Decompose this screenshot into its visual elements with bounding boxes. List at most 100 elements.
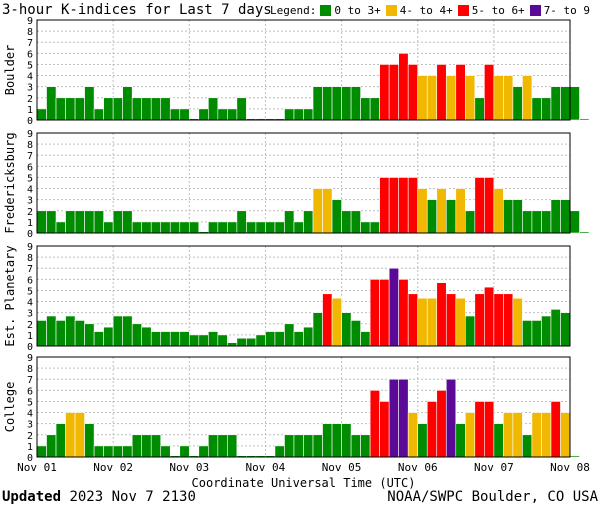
k-bar (474, 97, 485, 121)
k-bar (122, 210, 133, 234)
k-bar (550, 309, 561, 347)
k-bar (293, 434, 304, 458)
k-bar (208, 434, 219, 458)
k-bar (493, 293, 504, 347)
k-bar (331, 297, 342, 347)
credit-text: NOAA/SWPC Boulder, CO USA (387, 489, 598, 505)
updated-value: 2023 Nov 7 2130 (69, 489, 196, 505)
legend-item-quiet: 0 to 3+ (320, 4, 381, 17)
k-bar (417, 297, 428, 347)
k-bar (369, 279, 380, 347)
k-bar (103, 326, 114, 347)
k-bar (160, 97, 171, 121)
k-bar (188, 221, 200, 234)
k-bar (46, 210, 57, 234)
k-bar (217, 434, 228, 458)
k-bar (312, 312, 323, 347)
panel-label: Fredericksburg (3, 132, 17, 233)
k-bar (531, 412, 542, 458)
k-bar (426, 401, 438, 458)
k-bar (379, 279, 390, 347)
k-bar (46, 315, 57, 347)
k-bar (550, 401, 561, 458)
k-bar (341, 210, 352, 234)
k-bar (65, 412, 76, 458)
legend-item-active: 4- to 4+ (385, 4, 453, 17)
k-bar (398, 53, 409, 121)
k-bar (150, 97, 162, 121)
k-bar (369, 221, 380, 234)
y-tick-label: 5 (27, 397, 33, 408)
y-tick-label: 4 (27, 298, 33, 309)
k-bar (274, 445, 285, 458)
k-bar (55, 221, 66, 234)
y-tick-label: 1 (27, 218, 33, 229)
k-bar (465, 75, 476, 121)
k-bar (455, 64, 466, 121)
k-bar (360, 221, 371, 234)
k-bar (265, 331, 276, 347)
k-bar (84, 210, 95, 234)
k-bar (198, 445, 209, 458)
k-bar (217, 221, 228, 234)
legend-item-severe: 7- to 9 (529, 4, 590, 17)
y-tick-label: 3 (27, 196, 33, 207)
k-bar (350, 210, 361, 234)
k-bar (522, 75, 533, 121)
k-bar (579, 118, 590, 121)
k-bar (74, 97, 85, 121)
k-bar (503, 293, 514, 347)
k-bar (417, 188, 428, 234)
k-bar (255, 221, 266, 234)
k-bar (122, 445, 133, 458)
k-bar (560, 199, 571, 234)
k-bar (512, 86, 523, 121)
k-bar (445, 293, 457, 347)
y-tick-label: 9 (27, 353, 33, 364)
k-bar (122, 86, 133, 121)
x-tick-label: Nov 03 (169, 461, 209, 474)
k-bar (503, 75, 514, 121)
k-bar (512, 412, 523, 458)
legend-text: 0 to 3+ (334, 4, 381, 17)
k-bar (55, 423, 66, 458)
y-tick-label: 4 (27, 409, 33, 420)
k-bar (198, 334, 209, 347)
k-bar (550, 199, 561, 234)
k-bar (36, 210, 47, 234)
k-bar (169, 331, 181, 347)
k-bar (227, 221, 238, 234)
k-bar (474, 293, 485, 347)
k-bar (103, 97, 114, 121)
k-bar (388, 64, 399, 121)
k-bar (93, 108, 104, 121)
y-tick-label: 0 (27, 229, 33, 240)
k-bar (436, 188, 447, 234)
k-bar (331, 423, 342, 458)
k-bar (112, 97, 123, 121)
k-bar (284, 210, 295, 234)
y-tick-label: 1 (27, 105, 33, 116)
k-bar (522, 434, 533, 458)
y-tick-label: 4 (27, 185, 33, 196)
k-bar (246, 337, 257, 347)
x-tick-label: Nov 04 (246, 461, 286, 474)
k-bar (65, 97, 76, 121)
k-bar (141, 97, 152, 121)
y-tick-label: 3 (27, 309, 33, 320)
k-bar (188, 334, 200, 347)
k-bar (350, 86, 361, 121)
y-tick-label: 8 (27, 140, 33, 151)
k-bar (541, 97, 552, 121)
legend-swatch (529, 5, 541, 16)
k-bar (379, 177, 390, 234)
panel-frame (36, 132, 571, 234)
k-bar (484, 64, 495, 121)
k-bar (141, 221, 152, 234)
panel-frame (36, 356, 571, 458)
k-bar (103, 445, 114, 458)
